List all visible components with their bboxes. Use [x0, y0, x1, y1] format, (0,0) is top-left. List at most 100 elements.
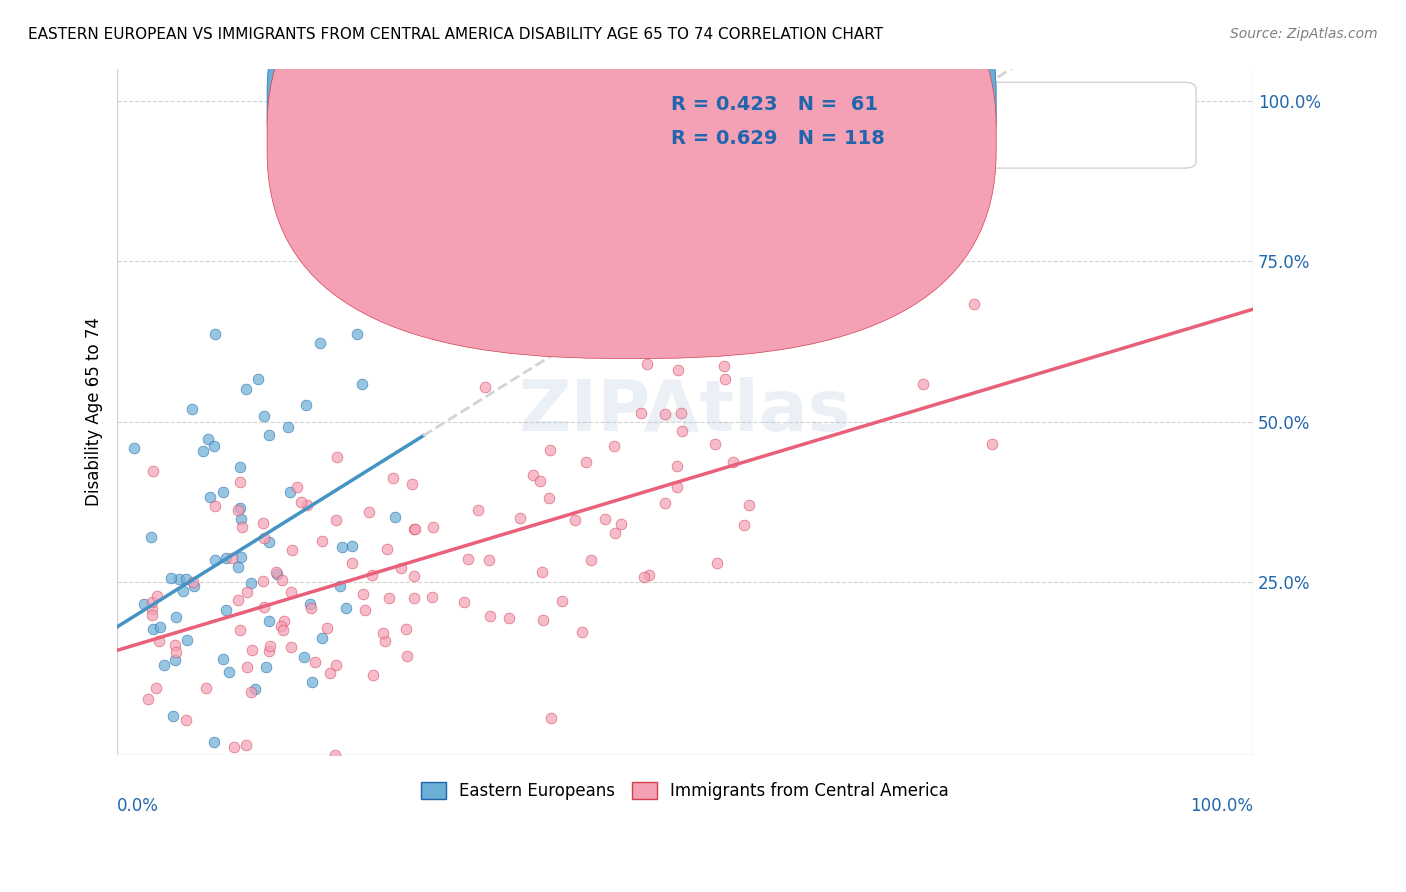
Point — [637, 568, 659, 582]
Point — [319, 665, 342, 680]
Point — [571, 625, 593, 640]
Point — [229, 459, 252, 474]
Point — [153, 658, 176, 673]
Point — [329, 578, 352, 592]
Point — [671, 406, 693, 420]
Point — [396, 648, 419, 663]
Point — [610, 516, 633, 531]
Point — [159, 571, 181, 585]
Point — [912, 377, 935, 392]
Point — [602, 439, 624, 453]
Point — [226, 560, 249, 574]
Point — [733, 517, 755, 532]
Point — [235, 660, 257, 674]
Point — [352, 587, 374, 601]
Point — [295, 398, 318, 412]
Point — [253, 531, 276, 545]
Point — [141, 464, 163, 478]
Point — [389, 561, 412, 575]
Point — [453, 595, 475, 609]
Point — [259, 644, 281, 658]
Point — [467, 502, 489, 516]
Point — [166, 645, 188, 659]
Text: Source: ZipAtlas.com: Source: ZipAtlas.com — [1230, 27, 1378, 41]
Point — [257, 428, 280, 442]
Point — [457, 552, 479, 566]
Point — [240, 643, 263, 657]
Point — [229, 512, 252, 526]
Point — [224, 739, 246, 754]
Point — [325, 513, 347, 527]
Point — [478, 553, 501, 567]
Point — [165, 638, 187, 652]
Point — [359, 505, 381, 519]
Point — [375, 542, 398, 557]
Point — [330, 540, 353, 554]
Point — [277, 419, 299, 434]
Point — [704, 437, 727, 451]
Point — [204, 500, 226, 514]
Point — [202, 735, 225, 749]
Point — [540, 711, 562, 725]
Point — [204, 553, 226, 567]
Point — [148, 633, 170, 648]
Point — [325, 450, 347, 464]
Point — [264, 566, 287, 580]
Point — [371, 625, 394, 640]
Y-axis label: Disability Age 65 to 74: Disability Age 65 to 74 — [86, 318, 103, 507]
Point — [169, 767, 191, 781]
Point — [671, 425, 693, 439]
Point — [254, 659, 277, 673]
Point — [593, 512, 616, 526]
Point — [354, 603, 377, 617]
Point — [141, 607, 163, 622]
Point — [235, 585, 257, 599]
Point — [342, 539, 364, 553]
Point — [191, 444, 214, 458]
Point — [136, 691, 159, 706]
Point — [215, 603, 238, 617]
Point — [420, 591, 443, 605]
Point — [374, 634, 396, 648]
Point — [226, 593, 249, 607]
Point — [235, 739, 257, 753]
Point — [266, 566, 288, 581]
Point — [404, 522, 426, 536]
Point — [529, 474, 551, 488]
Point — [176, 633, 198, 648]
Point — [132, 597, 155, 611]
Text: 0.0%: 0.0% — [117, 797, 159, 814]
Point — [218, 665, 240, 679]
Point — [654, 496, 676, 510]
Point — [172, 584, 194, 599]
Point — [141, 595, 163, 609]
Point — [211, 485, 233, 500]
Point — [479, 609, 502, 624]
Point — [315, 621, 337, 635]
Point — [195, 681, 218, 696]
Point — [382, 471, 405, 485]
Point — [630, 406, 652, 420]
Point — [981, 436, 1004, 450]
Point — [301, 674, 323, 689]
Point — [239, 685, 262, 699]
Point — [346, 327, 368, 342]
Point — [204, 327, 226, 342]
Point — [197, 432, 219, 446]
Point — [311, 534, 333, 549]
Point — [285, 480, 308, 494]
Point — [235, 382, 257, 396]
Point — [714, 372, 737, 386]
Point — [146, 589, 169, 603]
Point — [273, 615, 295, 629]
Point — [139, 530, 162, 544]
Text: EASTERN EUROPEAN VS IMMIGRANTS FROM CENTRAL AMERICA DISABILITY AGE 65 TO 74 CORR: EASTERN EUROPEAN VS IMMIGRANTS FROM CENT… — [28, 27, 883, 42]
Point — [342, 556, 364, 570]
Point — [149, 620, 172, 634]
Point — [259, 639, 281, 653]
Point — [252, 516, 274, 531]
Point — [401, 477, 423, 491]
FancyBboxPatch shape — [583, 82, 1197, 168]
Point — [361, 568, 384, 582]
Point — [538, 443, 561, 458]
